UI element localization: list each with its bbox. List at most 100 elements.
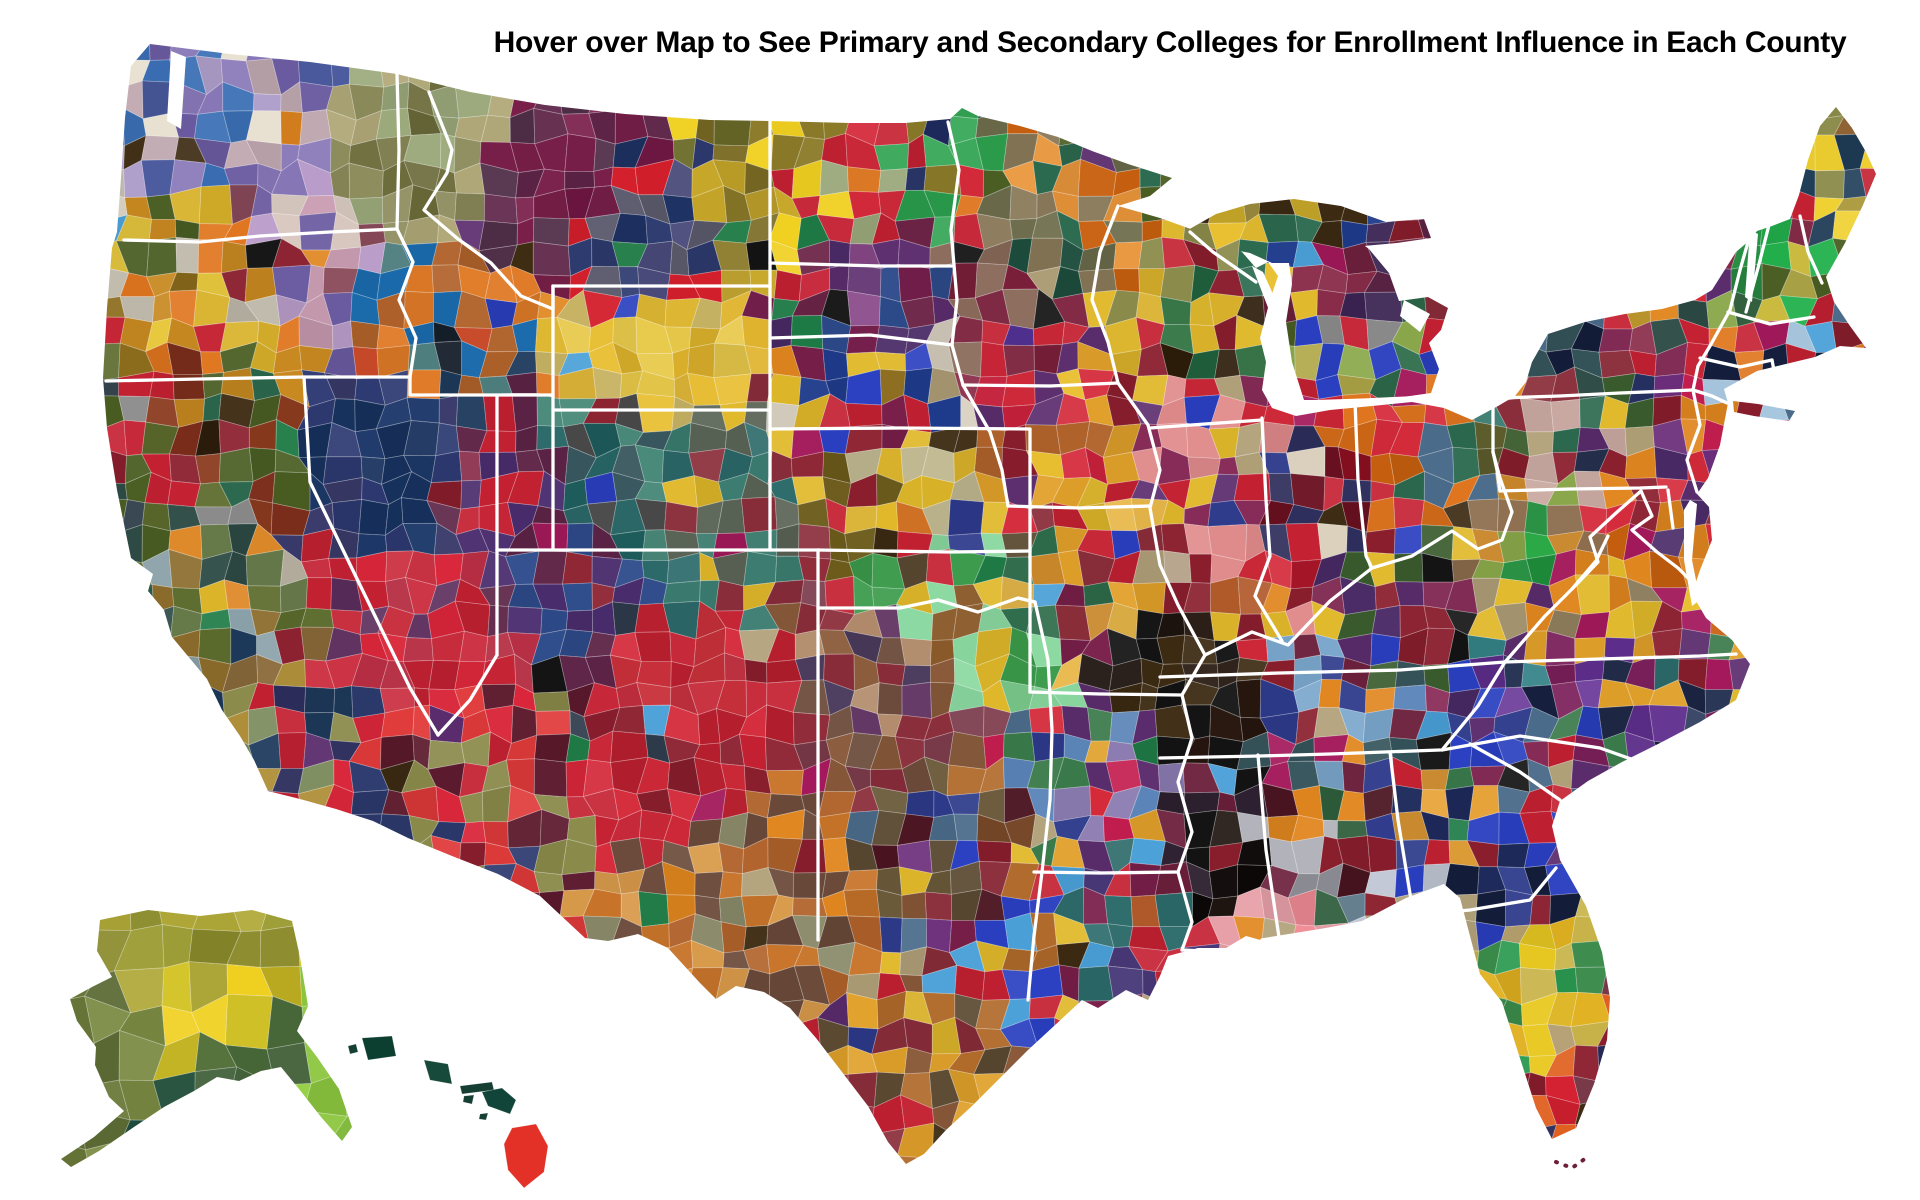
county-cell[interactable] [1596,162,1636,195]
county-cell[interactable] [1494,1053,1531,1081]
county-cell[interactable] [1466,1079,1503,1106]
county-cell[interactable] [261,1103,305,1159]
county-cell[interactable] [1705,898,1742,924]
county-cell[interactable] [1009,184,1038,221]
county-cell[interactable] [1840,392,1861,433]
county-cell[interactable] [973,470,1011,503]
county-cell[interactable] [1676,1068,1713,1110]
county-cell[interactable] [297,137,332,174]
county-cell[interactable] [931,607,958,641]
county-cell[interactable] [403,868,437,891]
county-cell[interactable] [257,1130,284,1152]
county-cell[interactable] [1622,522,1657,562]
county-cell[interactable] [323,839,357,876]
county-cell[interactable] [1365,1129,1403,1154]
county-cell[interactable] [1831,57,1860,94]
county-cell[interactable] [666,991,689,1021]
county-cell[interactable] [540,607,569,635]
county-cell[interactable] [1599,263,1628,303]
county-cell[interactable] [1077,1044,1116,1076]
county-cell[interactable] [532,241,571,277]
county-cell[interactable] [686,220,728,251]
county-cell[interactable] [192,861,232,901]
county-cell[interactable] [1130,1099,1168,1135]
county-cell[interactable] [712,144,749,163]
county-cell[interactable] [200,351,224,375]
county-cell[interactable] [1258,186,1296,216]
county-cell[interactable] [1446,917,1480,952]
county-cell[interactable] [774,555,805,583]
county-cell[interactable] [718,871,743,900]
county-cell[interactable] [1160,523,1190,555]
county-cell[interactable] [1442,499,1473,530]
county-cell[interactable] [1131,1024,1165,1052]
county-cell[interactable] [609,996,645,1028]
county-cell[interactable] [1395,141,1429,161]
county-cell[interactable] [612,316,638,355]
county-cell[interactable] [219,340,259,373]
county-cell[interactable] [379,687,416,714]
county-cell[interactable] [1053,525,1089,554]
county-cell[interactable] [663,422,692,454]
county-cell[interactable] [1549,271,1583,304]
county-cell[interactable] [1131,399,1164,425]
county-cell[interactable] [406,888,439,922]
county-cell[interactable] [1677,1147,1713,1180]
county-cell[interactable] [1783,1044,1818,1079]
county-cell[interactable] [196,1129,232,1157]
county-cell[interactable] [431,868,460,896]
county-cell[interactable] [1570,915,1601,944]
county-cell[interactable] [556,67,595,86]
county-cell[interactable] [1313,1146,1347,1175]
county-cell[interactable] [1470,248,1503,271]
county-cell[interactable] [1814,169,1845,200]
county-cell[interactable] [1183,809,1218,850]
county-cell[interactable] [1055,1149,1090,1186]
county-cell[interactable] [1583,94,1611,118]
county-cell[interactable] [1444,1045,1469,1084]
county-cell[interactable] [638,1148,665,1178]
county-cell[interactable] [155,1184,200,1200]
county-cell[interactable] [1316,945,1346,976]
county-cell[interactable] [427,600,465,640]
county-cell[interactable] [1704,1000,1740,1031]
county-cell[interactable] [878,168,909,193]
county-cell[interactable] [792,897,828,917]
county-cell[interactable] [272,1129,308,1156]
county-cell[interactable] [661,1019,696,1058]
county-cell[interactable] [1544,630,1576,667]
county-cell[interactable] [1674,812,1714,848]
county-cell[interactable] [305,1188,342,1200]
county-cell[interactable] [516,921,534,948]
county-cell[interactable] [1763,756,1794,795]
county-cell[interactable] [744,1018,780,1057]
county-cell[interactable] [947,498,985,536]
county-cell[interactable] [976,1153,1003,1184]
county-cell[interactable] [359,1075,377,1109]
county-cell[interactable] [1753,606,1789,641]
county-cell[interactable] [406,1159,440,1184]
county-cell[interactable] [1131,709,1158,745]
county-cell[interactable] [829,263,850,292]
county-cell[interactable] [1681,789,1713,824]
county-cell[interactable] [1028,705,1065,735]
county-cell[interactable] [561,838,597,876]
county-cell[interactable] [1159,158,1195,197]
county-cell[interactable] [999,679,1036,714]
county-cell[interactable] [1857,395,1888,433]
county-cell[interactable] [408,815,440,849]
county-cell[interactable] [1857,62,1889,89]
county-cell[interactable] [140,159,176,198]
county-cell[interactable] [101,87,123,113]
county-cell[interactable] [408,184,440,222]
county-cell[interactable] [383,1147,409,1175]
county-cell[interactable] [1476,63,1502,94]
county-cell[interactable] [1786,679,1814,717]
county-cell[interactable] [1624,397,1655,429]
county-cell[interactable] [1058,108,1090,147]
county-cell[interactable] [1266,376,1296,408]
county-cell[interactable] [1393,684,1427,712]
county-cell[interactable] [1102,83,1141,119]
county-cell[interactable] [1551,61,1585,96]
county-cell[interactable] [797,1150,829,1179]
